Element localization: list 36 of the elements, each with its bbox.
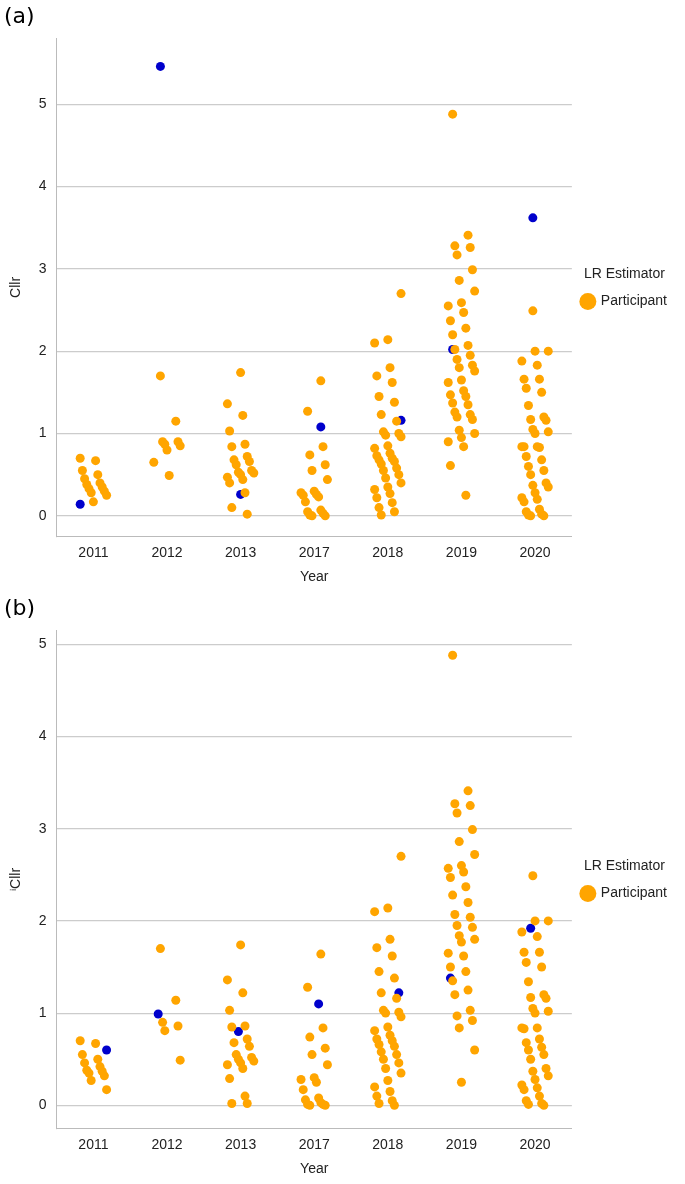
y-tick-label: 5 <box>38 95 47 112</box>
legend-title: LR Estimator <box>583 857 666 874</box>
chart-title: (a) <box>4 2 35 28</box>
x-axis-title: Year <box>300 568 329 585</box>
y-tick-label: 3 <box>38 259 47 276</box>
y-tick-label: 4 <box>38 177 47 194</box>
x-axis-title: Year <box>300 1160 329 1177</box>
x-tick-label: 2019 <box>445 1135 478 1152</box>
x-tick-label: 2012 <box>151 543 183 560</box>
x-tick-label: 2013 <box>225 543 257 560</box>
y-tick-label: 5 <box>38 635 47 652</box>
x-tick-label: 2012 <box>151 1135 183 1152</box>
x-tick-label: 2018 <box>372 543 404 560</box>
x-tick-label: 2020 <box>519 1135 551 1152</box>
x-tick-label: 2017 <box>298 1135 330 1152</box>
x-tick-label: 2019 <box>445 543 478 560</box>
chart-title: (b) <box>4 594 36 620</box>
y-tick-label: 0 <box>38 1096 47 1113</box>
y-axis-title: ⁱCllr <box>7 867 24 891</box>
x-tick-label: 2017 <box>298 543 330 560</box>
y-axis-title: Cllr <box>7 276 24 298</box>
legend-title: LR Estimator <box>583 265 666 282</box>
x-tick-label: 2013 <box>225 1135 257 1152</box>
legend-label: Participant <box>600 292 668 309</box>
y-tick-label: 1 <box>38 424 47 441</box>
y-tick-label: 1 <box>38 1003 47 1020</box>
y-tick-label: 2 <box>38 911 47 928</box>
y-tick-label: 2 <box>38 342 47 359</box>
x-tick-label: 2018 <box>372 1135 404 1152</box>
legend-label: Participant <box>600 884 668 901</box>
x-tick-label: 2011 <box>78 543 109 560</box>
y-tick-label: 0 <box>38 506 47 523</box>
y-tick-label: 3 <box>38 819 47 836</box>
x-tick-label: 2011 <box>78 1135 109 1152</box>
x-tick-label: 2020 <box>519 543 551 560</box>
y-tick-label: 4 <box>38 727 47 744</box>
